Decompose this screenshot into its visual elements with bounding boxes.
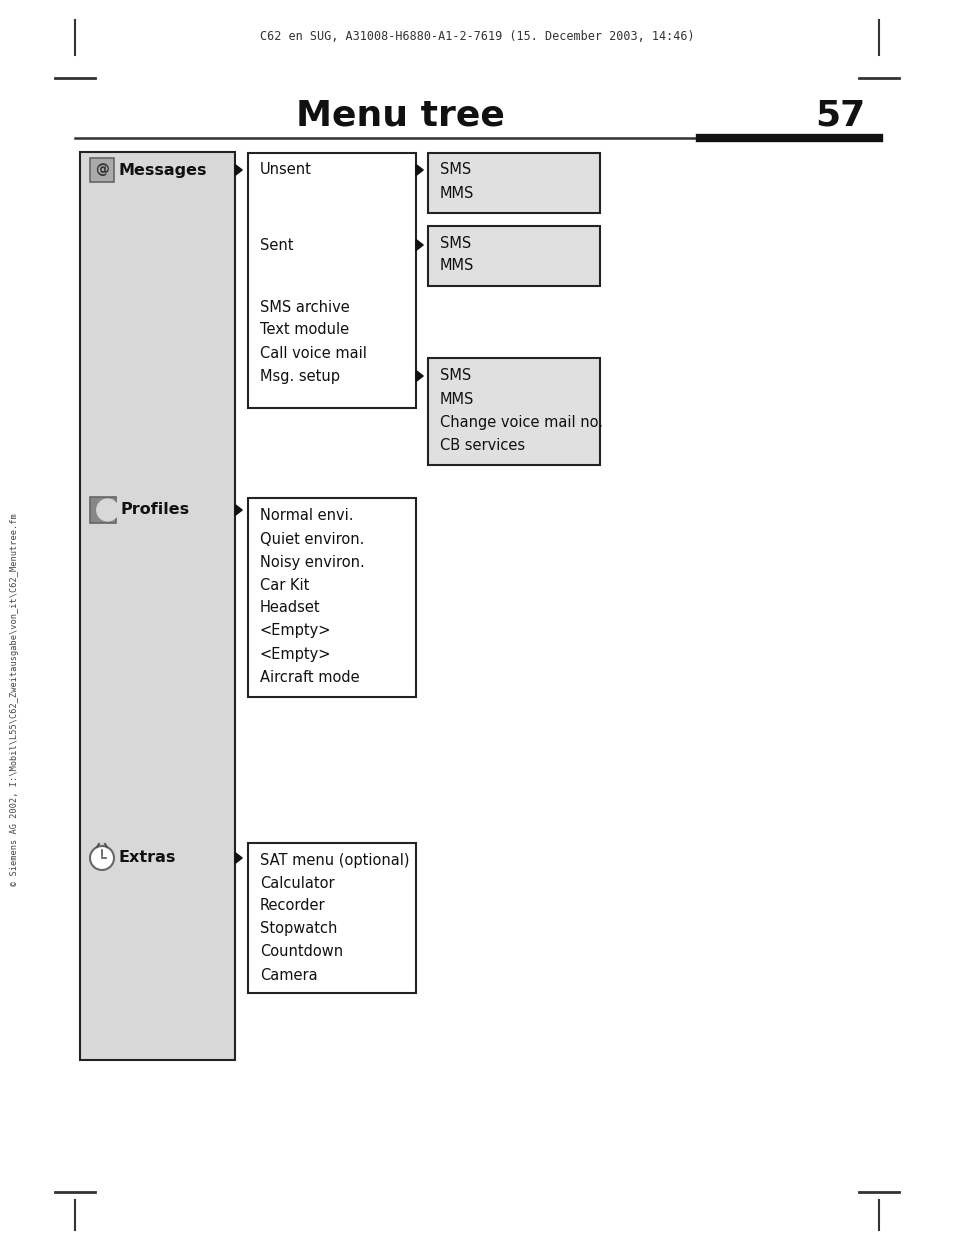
Text: C62 en SUG, A31008-H6880-A1-2-7619 (15. December 2003, 14:46): C62 en SUG, A31008-H6880-A1-2-7619 (15. … xyxy=(259,30,694,42)
Text: Messages: Messages xyxy=(119,162,208,177)
Bar xyxy=(248,844,416,993)
Bar xyxy=(428,358,599,465)
Text: CB services: CB services xyxy=(439,437,524,452)
Bar xyxy=(248,498,416,697)
Text: SMS: SMS xyxy=(439,235,471,250)
Text: Quiet environ.: Quiet environ. xyxy=(260,532,364,547)
Text: @: @ xyxy=(95,163,109,177)
Text: Aircraft mode: Aircraft mode xyxy=(260,669,359,684)
Text: Camera: Camera xyxy=(260,967,317,983)
Text: Change voice mail no.: Change voice mail no. xyxy=(439,415,602,430)
Text: Unsent: Unsent xyxy=(260,162,312,177)
Text: <Empty>: <Empty> xyxy=(260,647,331,662)
Text: 57: 57 xyxy=(814,98,864,133)
Circle shape xyxy=(96,500,118,521)
Circle shape xyxy=(90,846,113,870)
Bar xyxy=(248,153,416,407)
Text: MMS: MMS xyxy=(439,258,474,274)
Bar xyxy=(428,153,599,213)
Text: Msg. setup: Msg. setup xyxy=(260,369,339,384)
Text: Extras: Extras xyxy=(119,851,176,866)
Text: Menu tree: Menu tree xyxy=(295,98,504,133)
Polygon shape xyxy=(234,164,242,176)
Bar xyxy=(90,158,113,182)
Polygon shape xyxy=(234,852,242,863)
Text: SAT menu (optional): SAT menu (optional) xyxy=(260,852,409,867)
Text: Sent: Sent xyxy=(260,238,294,253)
Text: Call voice mail: Call voice mail xyxy=(260,345,367,360)
Polygon shape xyxy=(234,505,242,516)
Text: Profiles: Profiles xyxy=(121,502,190,517)
Bar xyxy=(428,226,599,287)
Text: MMS: MMS xyxy=(439,391,474,406)
Text: Text module: Text module xyxy=(260,323,349,338)
Text: MMS: MMS xyxy=(439,186,474,201)
Text: Noisy environ.: Noisy environ. xyxy=(260,554,364,569)
Text: © Siemens AG 2002, I:\Mobil\L55\C62_Zweitausgabe\von_it\C62_Menutree.fm: © Siemens AG 2002, I:\Mobil\L55\C62_Zwei… xyxy=(10,513,19,886)
Text: Stopwatch: Stopwatch xyxy=(260,922,337,937)
Polygon shape xyxy=(416,370,423,381)
Text: <Empty>: <Empty> xyxy=(260,623,331,638)
Text: SMS archive: SMS archive xyxy=(260,299,350,314)
Text: Calculator: Calculator xyxy=(260,876,335,891)
Bar xyxy=(80,152,234,1060)
Text: SMS: SMS xyxy=(439,162,471,177)
Polygon shape xyxy=(416,239,423,250)
Text: Countdown: Countdown xyxy=(260,944,343,959)
Bar xyxy=(90,497,116,523)
Text: Headset: Headset xyxy=(260,601,320,616)
Text: Car Kit: Car Kit xyxy=(260,577,309,593)
Text: Recorder: Recorder xyxy=(260,898,325,913)
Polygon shape xyxy=(416,164,423,176)
Text: Normal envi.: Normal envi. xyxy=(260,508,354,523)
Text: SMS: SMS xyxy=(439,369,471,384)
